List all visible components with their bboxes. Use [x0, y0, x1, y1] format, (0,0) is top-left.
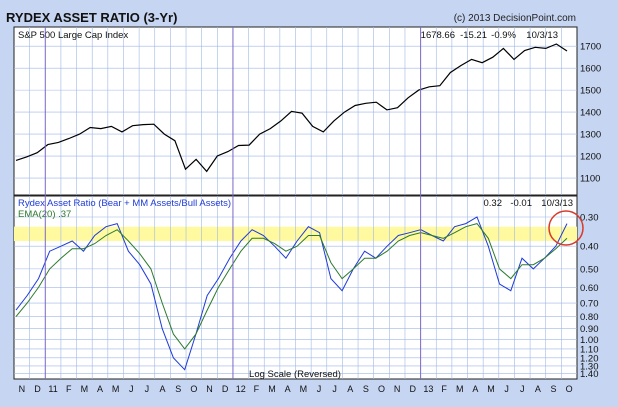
price-y-axis: 1100 1200 1300 1400 1500 1600 1700: [580, 42, 601, 185]
year-dividers: [44, 27, 422, 379]
ratio-panel-grid: [14, 196, 577, 379]
x-tick-label: 12: [236, 384, 246, 394]
price-panel-title: S&P 500 Large Cap Index: [18, 30, 128, 41]
price-panel-grid: [14, 27, 577, 195]
x-tick-label: A: [535, 384, 541, 394]
ratio-y-tick-label: 1.20: [580, 353, 599, 364]
x-tick-label: D: [222, 384, 229, 394]
x-tick-label: D: [410, 384, 417, 394]
x-tick-label: M: [81, 384, 89, 394]
x-tick-label: A: [97, 384, 103, 394]
ratio-y-tick-label: 1.00: [580, 335, 599, 346]
ratio-y-tick-label: 1.40: [580, 369, 599, 380]
x-tick-label: D: [34, 384, 41, 394]
x-tick-label: J: [504, 384, 509, 394]
price-y-tick-label: 1200: [580, 152, 601, 163]
ratio-y-axis: 0.30 0.40 0.50 0.60 0.70 0.800.901.001.101.20…: [580, 213, 599, 380]
price-y-tick-label: 1500: [580, 86, 601, 97]
ratio-y-tick-label: 0.60: [580, 283, 599, 294]
x-tick-label: N: [206, 384, 213, 394]
x-tick-label: O: [378, 384, 385, 394]
ratio-y-tick-label: 0.40: [580, 242, 599, 253]
ratio-y-tick-label: 0.30: [580, 213, 599, 224]
x-tick-label: 13: [423, 384, 433, 394]
price-readout-value: 1678.66: [421, 30, 455, 41]
x-tick-label: M: [112, 384, 120, 394]
ratio-y-tick-label: 1.30: [580, 361, 599, 372]
x-tick-label: N: [19, 384, 26, 394]
x-tick-label: 11: [48, 384, 57, 394]
price-y-tick-label: 1400: [580, 108, 601, 119]
x-tick-label: F: [254, 384, 260, 394]
x-tick-label: M: [456, 384, 464, 394]
price-y-tick-label: 1100: [580, 174, 600, 185]
x-tick-label: O: [566, 384, 573, 394]
x-tick-label: A: [472, 384, 478, 394]
x-tick-label: S: [551, 384, 557, 394]
x-tick-label: A: [347, 384, 353, 394]
price-y-tick-label: 1600: [580, 64, 601, 75]
x-tick-label: S: [175, 384, 181, 394]
x-tick-label: F: [441, 384, 447, 394]
ema-series-line: [15, 223, 568, 350]
x-tick-label: J: [129, 384, 134, 394]
price-readout-change: -15.21: [460, 30, 487, 41]
asset-ratio-series-line: [15, 216, 568, 371]
x-tick-label: J: [145, 384, 150, 394]
price-y-tick-label: 1700: [580, 42, 601, 53]
x-tick-label: M: [268, 384, 276, 394]
x-tick-label: S: [363, 384, 369, 394]
ratio-y-tick-label: 0.80: [580, 312, 599, 323]
x-tick-label: M: [300, 384, 308, 394]
x-tick-label: J: [520, 384, 525, 394]
x-tick-label: A: [285, 384, 291, 394]
x-tick-label: M: [487, 384, 495, 394]
price-readout-date: 10/3/13: [526, 30, 558, 41]
x-tick-label: O: [190, 384, 197, 394]
ratio-readout-date: 10/3/13: [541, 198, 573, 209]
ratio-y-tick-label: 0.70: [580, 299, 599, 310]
x-axis: N D 11 F M A M J J A S O N D 12 F M A M J J A S O N D 13 F M A M J J A S O: [19, 384, 573, 394]
x-tick-label: J: [332, 384, 337, 394]
ratio-panel-title: Rydex Asset Ratio (Bear + MM Assets/Bull…: [18, 198, 231, 209]
log-scale-note: Log Scale (Reversed): [249, 369, 341, 380]
x-tick-label: A: [160, 384, 166, 394]
x-tick-label: N: [394, 384, 401, 394]
ratio-y-tick-label: 1.10: [580, 344, 599, 355]
ratio-readout-value: 0.32: [484, 198, 503, 209]
price-series-line: [15, 43, 568, 173]
chart-title: RYDEX ASSET RATIO (3-Yr): [6, 10, 177, 25]
price-readout-pct: -0.9%: [491, 30, 516, 41]
price-readout: 1678.66 -15.21 -0.9% 10/3/13: [421, 30, 558, 41]
ratio-readout-change: -0.01: [510, 198, 532, 209]
x-tick-label: J: [317, 384, 322, 394]
ema-label: EMA(20) .37: [18, 209, 71, 220]
ratio-y-tick-label: 0.90: [580, 324, 599, 335]
highlight-circle: [548, 210, 584, 246]
ratio-y-tick-label: 0.50: [580, 264, 599, 275]
ratio-readout: 0.32 -0.01 10/3/13: [484, 198, 574, 209]
x-tick-label: F: [66, 384, 72, 394]
price-y-tick-label: 1300: [580, 130, 601, 141]
copyright-text: (c) 2013 DecisionPoint.com: [454, 13, 576, 24]
